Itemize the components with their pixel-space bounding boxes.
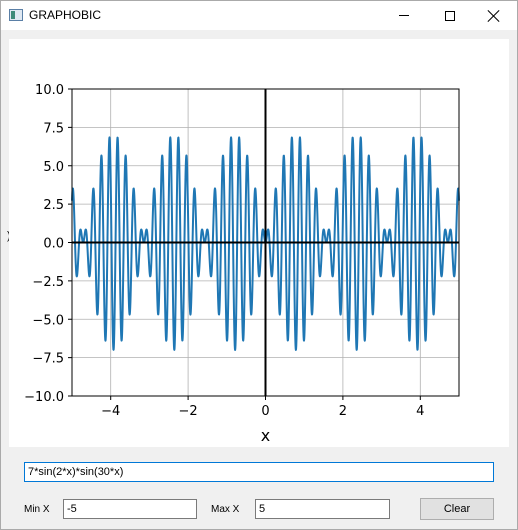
x-tick-label: 4 xyxy=(416,404,424,419)
y-tick-label: −2.5 xyxy=(32,275,64,290)
maximize-icon xyxy=(445,10,455,21)
y-tick-label: 0.0 xyxy=(43,237,64,252)
y-tick-label: 2.5 xyxy=(43,198,64,213)
max-x-label: Max X xyxy=(211,504,240,515)
x-tick-label: 2 xyxy=(339,404,347,419)
close-icon xyxy=(488,10,500,22)
y-tick-label: 7.5 xyxy=(43,121,64,136)
max-x-input[interactable] xyxy=(255,499,390,519)
minimize-icon xyxy=(399,15,409,16)
function-chart: −4 −2 0 2 4 10.0 7.5 5.0 2.5 0.0 −2.5 −5.0 −7.5 −10.0… xyxy=(24,83,460,445)
title-bar: GRAPHOBIC xyxy=(1,1,517,30)
y-tick-label: −5.0 xyxy=(32,313,64,328)
y-tick-label: −10.0 xyxy=(24,390,64,405)
maximize-button[interactable] xyxy=(427,1,473,30)
window-title: GRAPHOBIC xyxy=(29,8,102,22)
min-x-input[interactable] xyxy=(63,499,197,519)
close-button[interactable] xyxy=(471,1,517,30)
plot-canvas: −4 −2 0 2 4 10.0 7.5 5.0 2.5 0.0 −2.5 −5.0 −7.5 −10.0… xyxy=(9,39,509,447)
clear-button[interactable]: Clear xyxy=(420,498,494,520)
formula-input[interactable] xyxy=(24,462,494,482)
y-tick-label: −7.5 xyxy=(32,352,64,367)
minimize-button[interactable] xyxy=(381,1,427,30)
x-tick-label: −4 xyxy=(101,404,120,419)
app-icon xyxy=(9,9,23,21)
y-tick-label: 10.0 xyxy=(35,83,64,98)
x-tick-label: −2 xyxy=(179,404,198,419)
x-axis-label: x xyxy=(261,426,270,445)
x-tick-label: 0 xyxy=(261,404,269,419)
min-x-label: Min X xyxy=(24,504,50,515)
y-tick-label: 5.0 xyxy=(43,160,64,175)
y-axis-label-fragment: ) xyxy=(7,230,11,242)
